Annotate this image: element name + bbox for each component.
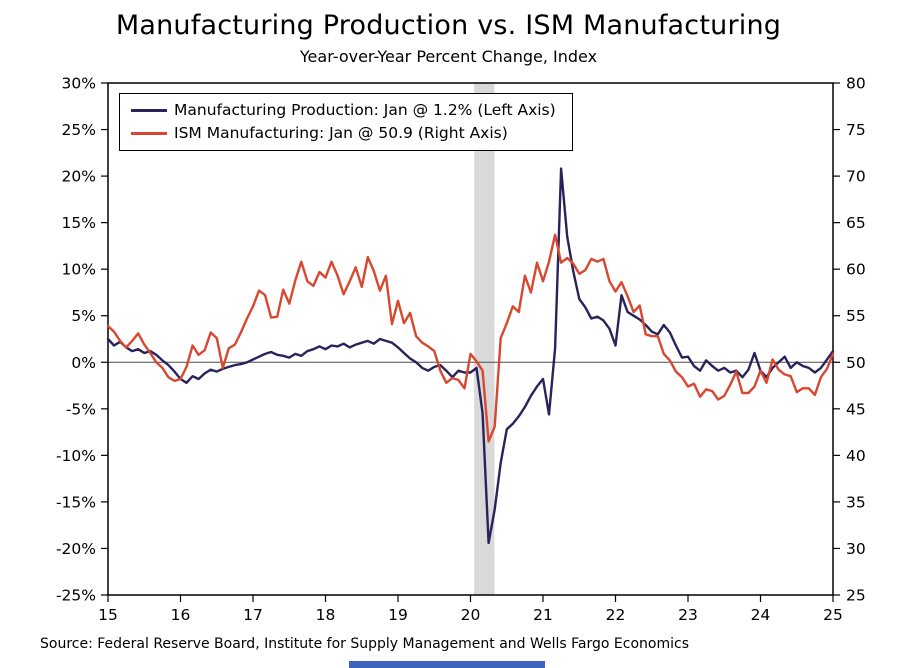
left-axis-tick-label: 20%: [62, 168, 96, 186]
chart-legend: Manufacturing Production: Jan @ 1.2% (Le…: [119, 93, 573, 151]
x-axis-tick-label: 17: [243, 606, 263, 624]
x-axis-tick-label: 25: [823, 606, 843, 624]
legend-item-ism-manufacturing: ISM Manufacturing: Jan @ 50.9 (Right Axi…: [131, 124, 556, 142]
x-axis-tick-label: 15: [98, 606, 118, 624]
x-axis-tick-label: 21: [533, 606, 553, 624]
series-line-ism-manufacturing: [106, 233, 835, 443]
right-axis-tick-label: 30: [846, 540, 866, 558]
right-axis-tick-label: 70: [846, 168, 866, 186]
x-axis-tick-label: 23: [678, 606, 698, 624]
left-axis-tick-label: 25%: [62, 121, 96, 139]
right-axis-tick-label: 35: [846, 493, 866, 511]
legend-label-manufacturing-production: Manufacturing Production: Jan @ 1.2% (Le…: [174, 101, 556, 119]
left-axis-tick-label: -15%: [56, 493, 96, 511]
chart-subtitle: Year-over-Year Percent Change, Index: [299, 47, 598, 66]
right-axis-tick-label: 45: [846, 400, 866, 418]
x-axis-tick-label: 19: [388, 606, 408, 624]
left-axis-tick-label: 0%: [71, 354, 96, 372]
right-axis-tick-label: 25: [846, 587, 866, 605]
x-axis: 15 16 17 18 19 20 21 22 23 24 25: [98, 595, 843, 624]
navy-line-swatch: [131, 108, 167, 112]
x-axis-tick-label: 16: [171, 606, 191, 624]
right-axis-tick-label: 75: [846, 121, 866, 139]
right-axis-tick-label: 40: [846, 447, 866, 465]
chart-title: Manufacturing Production vs. ISM Manufac…: [115, 10, 782, 41]
left-axis-tick-label: 15%: [62, 214, 96, 232]
legend-item-manufacturing-production: Manufacturing Production: Jan @ 1.2% (Le…: [131, 101, 556, 119]
left-axis-tick-label: -10%: [56, 447, 96, 465]
x-axis-tick-label: 22: [606, 606, 626, 624]
right-axis: 25 30 35 40 45 50 55 60 65 70 75 80: [833, 75, 866, 605]
left-axis-tick-label: 30%: [62, 75, 96, 93]
x-axis-tick-label: 20: [461, 606, 481, 624]
red-line-swatch: [131, 131, 167, 135]
right-axis-tick-label: 60: [846, 261, 866, 279]
source-note: Source: Federal Reserve Board, Institute…: [40, 636, 689, 652]
right-axis-tick-label: 80: [846, 75, 866, 93]
left-axis: -25% -20% -15% -10% -5% 0% 5% 10% 15% 20% 25% 30%: [56, 75, 108, 605]
recession-band: [474, 83, 495, 595]
legend-label-ism-manufacturing: ISM Manufacturing: Jan @ 50.9 (Right Axi…: [174, 124, 508, 142]
bottom-blue-bar: [349, 661, 545, 668]
right-axis-tick-label: 65: [846, 214, 866, 232]
right-axis-tick-label: 50: [846, 354, 866, 372]
right-axis-tick-label: 55: [846, 307, 866, 325]
x-axis-tick-label: 24: [751, 606, 771, 624]
left-axis-tick-label: 10%: [62, 261, 96, 279]
left-axis-tick-label: -25%: [56, 587, 96, 605]
left-axis-tick-label: -20%: [56, 540, 96, 558]
left-axis-tick-label: -5%: [66, 400, 96, 418]
left-axis-tick-label: 5%: [71, 307, 96, 325]
series-line-manufacturing-production: [106, 167, 835, 545]
x-axis-tick-label: 18: [316, 606, 336, 624]
